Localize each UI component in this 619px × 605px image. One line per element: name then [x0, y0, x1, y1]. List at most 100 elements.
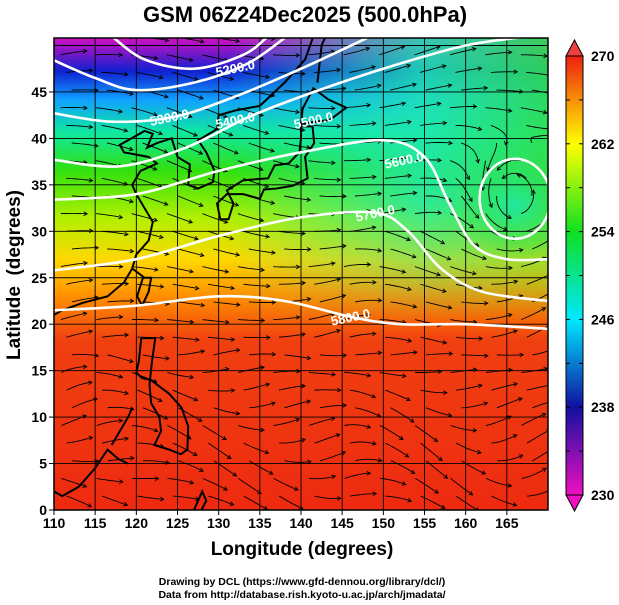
streamline-arrowhead [336, 277, 342, 283]
streamline-arrowhead [412, 138, 418, 143]
streamline [349, 66, 376, 73]
streamline-arrowhead [543, 53, 548, 59]
x-tick-label: 160 [454, 515, 478, 531]
streamline [319, 294, 346, 303]
streamline-arrowhead [187, 113, 193, 119]
streamline [213, 195, 239, 207]
streamline-arrowhead [401, 373, 407, 379]
streamline-arrowhead [229, 76, 235, 81]
streamline-arrowhead [512, 329, 518, 334]
streamline [213, 248, 240, 256]
streamline-arrowhead [124, 390, 129, 396]
streamline [278, 282, 306, 285]
streamline-arrowhead [412, 304, 418, 309]
streamline-arrowhead [341, 86, 347, 91]
streamline [532, 350, 548, 356]
streamline [343, 104, 371, 109]
streamline-arrowhead [88, 228, 94, 234]
streamline [60, 312, 87, 321]
streamline [178, 460, 204, 472]
y-tick-label: 40 [31, 130, 47, 146]
streamline [485, 415, 512, 426]
streamline-arrowhead [437, 369, 443, 375]
streamline [390, 351, 417, 356]
streamline [308, 312, 335, 321]
streamline [166, 107, 193, 118]
streamline-arrowhead [447, 28, 451, 32]
streamline [273, 418, 300, 426]
streamline-arrowhead [331, 160, 336, 166]
streamline [355, 352, 382, 356]
streamline [425, 248, 451, 260]
streamline [71, 353, 99, 357]
streamline-arrowhead [376, 28, 380, 32]
streamline [61, 415, 87, 426]
streamline [71, 89, 99, 91]
streamline-arrowhead [118, 479, 124, 484]
streamline [177, 142, 203, 155]
streamline [496, 397, 523, 409]
streamline [526, 124, 548, 130]
streamline [419, 65, 446, 73]
streamline [414, 425, 438, 442]
streamline [177, 89, 204, 100]
streamline [107, 248, 134, 252]
streamline [106, 142, 133, 151]
streamline-arrowhead [468, 197, 473, 203]
streamline-arrowhead [336, 67, 342, 73]
colorbar-label: 254 [591, 224, 615, 240]
streamline-arrowhead [198, 202, 204, 207]
streamline [243, 442, 269, 454]
streamline-arrowhead [224, 269, 230, 274]
streamline-arrowhead [154, 317, 160, 323]
streamline [420, 442, 443, 461]
colorbar-label: 238 [591, 399, 615, 415]
streamline-arrowhead [331, 106, 336, 111]
streamline-arrowhead [165, 460, 171, 465]
streamline [319, 195, 346, 197]
streamline [354, 84, 381, 91]
streamline [202, 107, 228, 118]
streamline-arrowhead [366, 103, 372, 108]
streamline [308, 417, 335, 426]
streamline-arrowhead [486, 166, 491, 172]
streamline-arrowhead [442, 177, 448, 183]
streamline-arrowhead [410, 469, 416, 474]
streamline [349, 493, 377, 497]
streamline-arrowhead [412, 82, 417, 88]
streamline-arrowhead [94, 87, 99, 93]
streamline-arrowhead [199, 95, 204, 100]
streamline [344, 263, 371, 268]
streamline-arrowhead [223, 113, 229, 119]
streamline [107, 457, 134, 462]
streamline-arrowhead [301, 280, 307, 286]
streamline-arrowhead [230, 285, 236, 291]
streamline [60, 50, 87, 56]
cyclone-shading [455, 150, 548, 260]
streamline-arrowhead [488, 203, 493, 209]
colorbar-label: 230 [591, 487, 615, 503]
streamline [349, 176, 376, 179]
streamline-arrowhead [265, 74, 271, 80]
streamline-arrowhead [83, 260, 88, 266]
streamline [248, 195, 275, 204]
streamline-arrowhead [503, 226, 508, 232]
streamline-arrowhead [163, 201, 169, 206]
streamline [213, 460, 237, 477]
x-tick-label: 115 [84, 515, 107, 531]
streamline-arrowhead [118, 109, 124, 114]
streamline-arrowhead [164, 38, 170, 43]
streamline-arrowhead [411, 254, 417, 259]
streamline-arrowhead [153, 217, 159, 223]
streamline-arrowhead [483, 401, 489, 406]
streamline [237, 160, 263, 171]
colorbar: 230 238 246 254 262 270 [565, 38, 615, 513]
streamline [284, 354, 311, 359]
streamline-arrowhead [200, 349, 206, 354]
streamline [238, 478, 262, 494]
streamline [455, 67, 482, 73]
streamline [180, 38, 204, 43]
streamline [496, 195, 512, 219]
streamline [172, 177, 198, 190]
streamline [450, 319, 477, 323]
